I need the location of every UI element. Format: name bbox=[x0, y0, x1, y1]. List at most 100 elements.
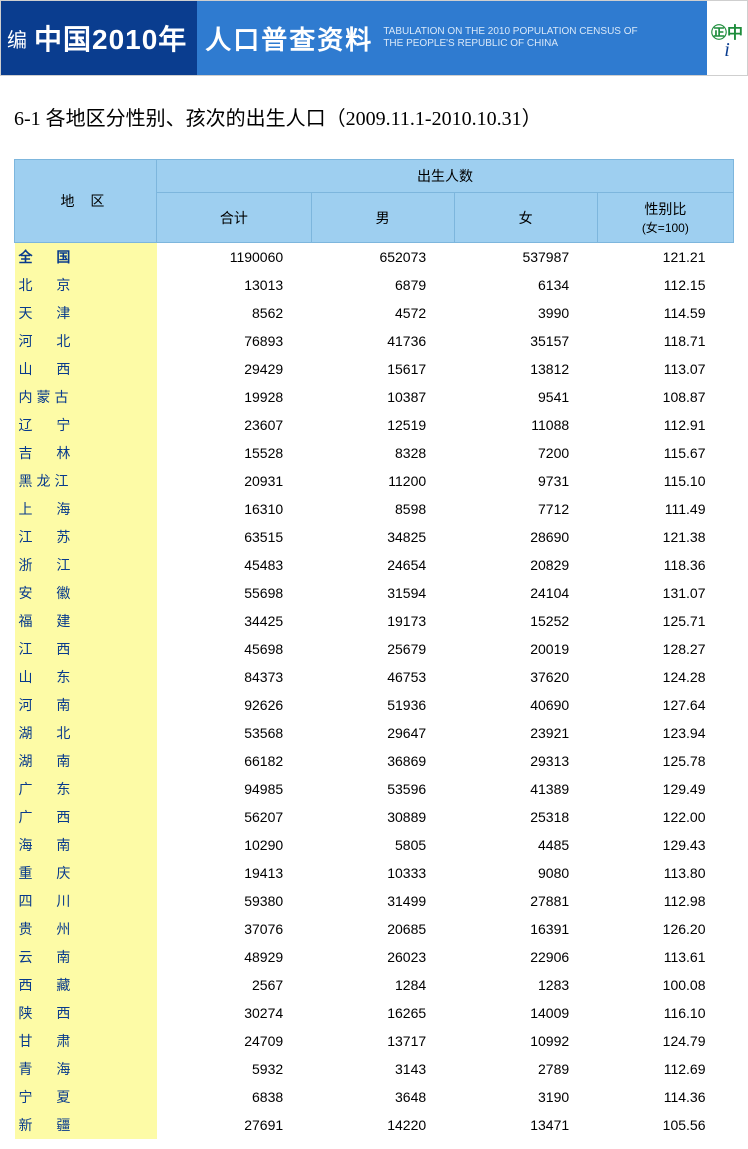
table-row: 上 海1631085987712111.49 bbox=[15, 495, 734, 523]
col-region-header: 地 区 bbox=[15, 160, 157, 243]
content-area: 6-1 各地区分性别、孩次的出生人口（2009.11.1-2010.10.31）… bbox=[0, 76, 748, 1149]
cell-region: 安 徽 bbox=[15, 579, 157, 607]
cell-total: 59380 bbox=[157, 887, 312, 915]
cell-female: 9731 bbox=[454, 467, 597, 495]
logo-i-icon: i bbox=[724, 43, 730, 57]
table-row: 辽 宁236071251911088112.91 bbox=[15, 411, 734, 439]
col-total-header: 合计 bbox=[157, 193, 312, 243]
cell-total: 2567 bbox=[157, 971, 312, 999]
banner-title-cn: 人口普查资料 bbox=[205, 20, 373, 57]
births-table: 地 区 出生人数 合计 男 女 性别比 (女=100) 全 国119006065… bbox=[14, 159, 734, 1139]
cell-ratio: 125.71 bbox=[597, 607, 733, 635]
cell-region: 内蒙古 bbox=[15, 383, 157, 411]
cell-female: 22906 bbox=[454, 943, 597, 971]
table-head: 地 区 出生人数 合计 男 女 性别比 (女=100) bbox=[15, 160, 734, 243]
cell-region: 全 国 bbox=[15, 243, 157, 272]
cell-total: 63515 bbox=[157, 523, 312, 551]
cell-female: 2789 bbox=[454, 1055, 597, 1083]
cell-total: 6838 bbox=[157, 1083, 312, 1111]
cell-ratio: 112.15 bbox=[597, 271, 733, 299]
cell-total: 92626 bbox=[157, 691, 312, 719]
cell-male: 29647 bbox=[311, 719, 454, 747]
cell-ratio: 127.64 bbox=[597, 691, 733, 719]
cell-female: 1283 bbox=[454, 971, 597, 999]
cell-male: 14220 bbox=[311, 1111, 454, 1139]
cell-ratio: 114.59 bbox=[597, 299, 733, 327]
cell-region: 海 南 bbox=[15, 831, 157, 859]
cell-total: 1190060 bbox=[157, 243, 312, 272]
table-row: 山 东843734675337620124.28 bbox=[15, 663, 734, 691]
banner-right-logo: ㊣中 i bbox=[707, 1, 747, 75]
table-row: 河 北768934173635157118.71 bbox=[15, 327, 734, 355]
cell-ratio: 116.10 bbox=[597, 999, 733, 1027]
cell-region: 宁 夏 bbox=[15, 1083, 157, 1111]
cell-male: 6879 bbox=[311, 271, 454, 299]
cell-total: 55698 bbox=[157, 579, 312, 607]
cell-region: 北 京 bbox=[15, 271, 157, 299]
banner-left: 编 中国2010年 bbox=[1, 1, 197, 75]
cell-male: 8328 bbox=[311, 439, 454, 467]
cell-male: 46753 bbox=[311, 663, 454, 691]
cell-female: 20019 bbox=[454, 635, 597, 663]
banner-en-line2: THE PEOPLE'S REPUBLIC OF CHINA bbox=[383, 38, 558, 49]
cell-region: 上 海 bbox=[15, 495, 157, 523]
cell-ratio: 118.71 bbox=[597, 327, 733, 355]
table-row: 广 西562073088925318122.00 bbox=[15, 803, 734, 831]
cell-ratio: 129.49 bbox=[597, 775, 733, 803]
banner-en-line1: TABULATION ON THE 2010 POPULATION CENSUS… bbox=[383, 26, 637, 37]
cell-ratio: 113.61 bbox=[597, 943, 733, 971]
cell-male: 41736 bbox=[311, 327, 454, 355]
cell-female: 11088 bbox=[454, 411, 597, 439]
cell-region: 河 南 bbox=[15, 691, 157, 719]
banner-mid: 人口普查资料 TABULATION ON THE 2010 POPULATION… bbox=[197, 1, 707, 75]
cell-male: 8598 bbox=[311, 495, 454, 523]
table-row: 青 海593231432789112.69 bbox=[15, 1055, 734, 1083]
cell-female: 6134 bbox=[454, 271, 597, 299]
cell-female: 20829 bbox=[454, 551, 597, 579]
cell-male: 11200 bbox=[311, 467, 454, 495]
cell-region: 山 西 bbox=[15, 355, 157, 383]
cell-female: 3190 bbox=[454, 1083, 597, 1111]
page-title: 6-1 各地区分性别、孩次的出生人口（2009.11.1-2010.10.31） bbox=[14, 102, 734, 131]
cell-ratio: 112.98 bbox=[597, 887, 733, 915]
cell-total: 66182 bbox=[157, 747, 312, 775]
cell-ratio: 124.79 bbox=[597, 1027, 733, 1055]
cell-region: 吉 林 bbox=[15, 439, 157, 467]
cell-male: 31499 bbox=[311, 887, 454, 915]
cell-male: 15617 bbox=[311, 355, 454, 383]
col-group-header: 出生人数 bbox=[157, 160, 734, 193]
cell-ratio: 131.07 bbox=[597, 579, 733, 607]
table-row: 江 西456982567920019128.27 bbox=[15, 635, 734, 663]
edit-label: 编 bbox=[7, 24, 28, 53]
cell-ratio: 114.36 bbox=[597, 1083, 733, 1111]
cell-region: 江 苏 bbox=[15, 523, 157, 551]
cell-male: 4572 bbox=[311, 299, 454, 327]
cell-region: 湖 南 bbox=[15, 747, 157, 775]
table-row: 浙 江454832465420829118.36 bbox=[15, 551, 734, 579]
cell-region: 四 川 bbox=[15, 887, 157, 915]
cell-ratio: 121.38 bbox=[597, 523, 733, 551]
cell-total: 45698 bbox=[157, 635, 312, 663]
cell-ratio: 100.08 bbox=[597, 971, 733, 999]
cell-ratio: 115.67 bbox=[597, 439, 733, 467]
cell-ratio: 121.21 bbox=[597, 243, 733, 272]
cell-total: 16310 bbox=[157, 495, 312, 523]
table-row: 广 东949855359641389129.49 bbox=[15, 775, 734, 803]
cell-male: 20685 bbox=[311, 915, 454, 943]
cell-ratio: 124.28 bbox=[597, 663, 733, 691]
cell-region: 西 藏 bbox=[15, 971, 157, 999]
cell-male: 30889 bbox=[311, 803, 454, 831]
cell-region: 新 疆 bbox=[15, 1111, 157, 1139]
cell-male: 10387 bbox=[311, 383, 454, 411]
cell-female: 13471 bbox=[454, 1111, 597, 1139]
cell-region: 河 北 bbox=[15, 327, 157, 355]
banner-title-en: TABULATION ON THE 2010 POPULATION CENSUS… bbox=[383, 26, 637, 50]
cell-female: 10992 bbox=[454, 1027, 597, 1055]
cell-total: 76893 bbox=[157, 327, 312, 355]
table-row: 贵 州370762068516391126.20 bbox=[15, 915, 734, 943]
cell-ratio: 118.36 bbox=[597, 551, 733, 579]
cell-total: 37076 bbox=[157, 915, 312, 943]
cell-total: 19928 bbox=[157, 383, 312, 411]
cell-female: 9080 bbox=[454, 859, 597, 887]
cell-female: 15252 bbox=[454, 607, 597, 635]
